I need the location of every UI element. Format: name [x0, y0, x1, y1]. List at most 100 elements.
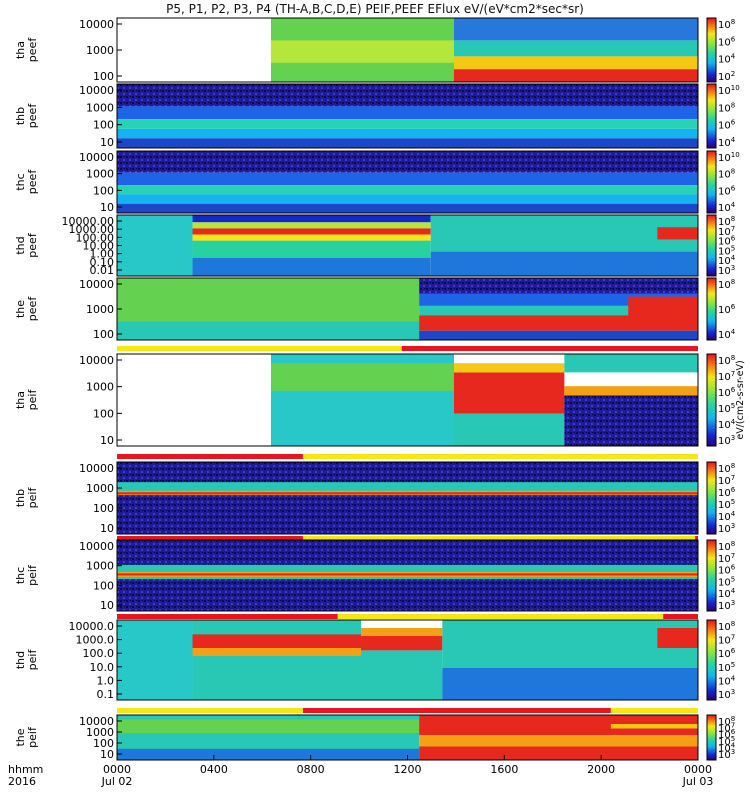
colorbar-tick-label: 1010	[718, 151, 740, 164]
panel-label-line: peif	[26, 487, 39, 509]
colorbar-tick-label: 105	[718, 661, 735, 674]
mode-bar-segment	[337, 614, 664, 619]
y-tick-label: 1.0	[97, 674, 115, 687]
y-tick-label: 100	[93, 737, 114, 750]
panel-label-line: the	[14, 728, 27, 746]
spectrogram-band	[453, 18, 698, 41]
colorbar-tick-label: 106	[718, 386, 736, 399]
y-tick-label: 1.00	[90, 248, 115, 261]
panel-label-line: thc	[14, 173, 27, 190]
spectrogram-band	[117, 151, 698, 173]
spectrogram-band	[192, 222, 431, 229]
spectrogram-band	[117, 719, 420, 733]
colorbar-tick-label: 104	[718, 136, 736, 149]
spectrogram-band	[117, 194, 698, 204]
spectrogram-band	[270, 40, 454, 63]
spectrogram-band	[453, 56, 698, 70]
spectrogram-band	[564, 354, 698, 373]
spectrogram-band	[453, 40, 698, 57]
y-tick-label: 10000	[79, 84, 114, 97]
spectrogram-band	[453, 363, 565, 373]
colorbar-tick-label: 103	[718, 748, 735, 761]
spectrogram	[117, 18, 698, 82]
panel-label-line: peif	[26, 389, 39, 411]
colorbar	[706, 353, 717, 447]
mode-bar-3	[117, 536, 698, 541]
y-tick-label: 1000	[86, 482, 114, 495]
spectrogram-band	[192, 240, 431, 258]
y-tick-label: 10.00	[83, 240, 115, 253]
panel-frame	[116, 150, 699, 214]
colorbar-tick-label: 106	[718, 303, 736, 316]
y-tick-label: 1000	[86, 168, 114, 181]
spectrogram-band	[117, 321, 420, 340]
spectrogram-band	[361, 628, 443, 636]
mode-bar-segment	[663, 614, 698, 619]
spectrogram-band	[453, 69, 698, 82]
spectrogram-band	[117, 119, 698, 129]
y-tick-label: 1000	[86, 303, 114, 316]
spectrogram-band	[419, 746, 698, 760]
spectrogram-band	[442, 668, 698, 700]
x-tick-label: 0800	[297, 763, 325, 776]
panel-tha-peef: tha peef 10000 1000 100 108 106 104 102	[14, 17, 736, 83]
colorbar-tick-label: 107	[718, 634, 735, 647]
x-tick-label: 0000	[684, 763, 712, 776]
spectrogram-band	[419, 330, 698, 340]
y-tick-label: 10000	[79, 540, 114, 553]
spectrogram-band	[117, 106, 698, 120]
colorbar-tick-label: 106	[718, 184, 736, 197]
spectrogram-band	[361, 636, 443, 651]
y-tick-label: 10000	[79, 354, 114, 367]
colorbar-tick-label: 104	[718, 201, 736, 214]
y-tick-label: 10	[100, 748, 114, 761]
y-tick-label: 10	[100, 201, 114, 214]
spectrogram-band	[117, 215, 193, 276]
mode-bar-1	[117, 346, 698, 351]
colorbar-tick-label: 105	[718, 402, 735, 415]
spectrogram-band	[117, 620, 193, 700]
spectrogram-band	[657, 628, 698, 648]
spectrogram-band	[117, 128, 698, 139]
colorbar-unit-label: eV/(cm2-s-sr-eV)	[735, 360, 746, 439]
spectrogram-band	[361, 650, 443, 700]
colorbar	[706, 17, 717, 83]
colorbar-tick-label: 104	[718, 418, 736, 431]
spectrogram-band	[117, 203, 698, 213]
spectrogram-band	[419, 305, 698, 316]
x-tick-label: 0400	[200, 763, 228, 776]
mode-bar-segment	[610, 708, 698, 713]
colorbar	[706, 619, 717, 701]
x-date-label: Jul 02	[101, 775, 133, 788]
panel-label-line: peef	[26, 296, 39, 322]
spectrogram	[117, 540, 698, 611]
panel-frame	[116, 83, 699, 149]
y-tick-label: 100	[93, 579, 114, 592]
y-tick-label: 10	[100, 136, 114, 149]
mode-bar-segment	[117, 708, 303, 713]
colorbar	[706, 714, 717, 761]
x-tick-label: 2000	[587, 763, 615, 776]
colorbar-tick-label: 103	[718, 264, 735, 277]
spectrogram-band	[430, 251, 698, 276]
colorbar-tick-label: 102	[718, 70, 735, 83]
panel-label-line: peif	[26, 649, 39, 671]
mode-bar-segment	[302, 536, 696, 541]
y-tick-label: 1000.0	[76, 634, 115, 647]
y-tick-label: 1000	[86, 726, 114, 739]
spectrogram-band	[628, 296, 698, 322]
mode-bar-segment	[401, 346, 698, 351]
colorbar-tick-label: 108	[718, 620, 735, 633]
y-tick-label: 100	[93, 70, 114, 83]
colorbar-tick-label: 108	[718, 278, 735, 291]
colorbar-tick-label: 104	[718, 53, 736, 66]
colorbar-tick-label: 106	[718, 119, 736, 132]
spectrogram-band	[117, 18, 271, 82]
y-tick-label: 10000	[79, 715, 114, 728]
mode-bar-5	[117, 708, 698, 713]
y-tick-label: 10000	[79, 18, 114, 31]
y-tick-label: 1000	[86, 381, 114, 394]
